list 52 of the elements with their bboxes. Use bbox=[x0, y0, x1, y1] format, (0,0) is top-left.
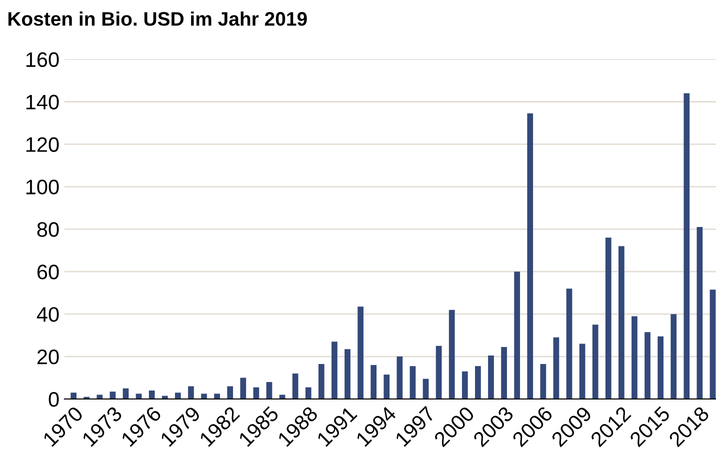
bar bbox=[436, 346, 442, 399]
bar bbox=[475, 366, 481, 399]
bar bbox=[370, 365, 377, 399]
bar bbox=[579, 344, 586, 399]
bar bbox=[488, 355, 494, 399]
bar bbox=[305, 387, 312, 399]
bar bbox=[70, 392, 77, 399]
bar bbox=[240, 378, 246, 399]
bar bbox=[201, 394, 207, 399]
bar bbox=[632, 316, 638, 399]
bar bbox=[514, 272, 520, 399]
bar bbox=[566, 288, 572, 399]
bar bbox=[448, 310, 455, 399]
bar bbox=[670, 314, 677, 399]
bar bbox=[553, 337, 560, 399]
bar bbox=[174, 392, 181, 399]
bar bbox=[396, 356, 403, 399]
bar bbox=[266, 382, 272, 399]
bar bbox=[684, 93, 690, 399]
bar bbox=[148, 390, 155, 399]
bar bbox=[384, 374, 390, 399]
bar bbox=[696, 227, 703, 399]
bar bbox=[710, 290, 716, 399]
y-tick-label: 80 bbox=[37, 222, 59, 237]
y-tick-label: 20 bbox=[37, 350, 59, 364]
y-tick-label: 160 bbox=[26, 52, 59, 68]
bar bbox=[214, 394, 220, 399]
y-tick-label: 120 bbox=[26, 137, 59, 152]
bar bbox=[462, 371, 468, 399]
bar bbox=[644, 332, 650, 399]
bar bbox=[592, 324, 598, 399]
y-tick-label: 60 bbox=[37, 264, 59, 280]
y-tick-label: 0 bbox=[48, 392, 59, 407]
bar bbox=[188, 386, 194, 399]
bar bbox=[358, 306, 364, 399]
bar bbox=[292, 374, 298, 399]
bar bbox=[344, 349, 350, 399]
bar bbox=[527, 113, 534, 399]
bar bbox=[227, 386, 234, 399]
bar bbox=[605, 238, 612, 399]
bar bbox=[540, 364, 546, 399]
bar bbox=[618, 246, 624, 399]
chart-title: Kosten in Bio. USD im Jahr 2019 bbox=[8, 12, 307, 26]
bar bbox=[658, 336, 664, 399]
bar bbox=[422, 378, 429, 399]
bar bbox=[501, 346, 507, 399]
bar bbox=[332, 342, 338, 399]
bar bbox=[318, 364, 324, 399]
y-tick-label: 40 bbox=[36, 307, 59, 322]
y-tick-label: 100 bbox=[26, 180, 59, 194]
y-tick-label: 140 bbox=[26, 94, 59, 110]
bar bbox=[410, 366, 416, 399]
